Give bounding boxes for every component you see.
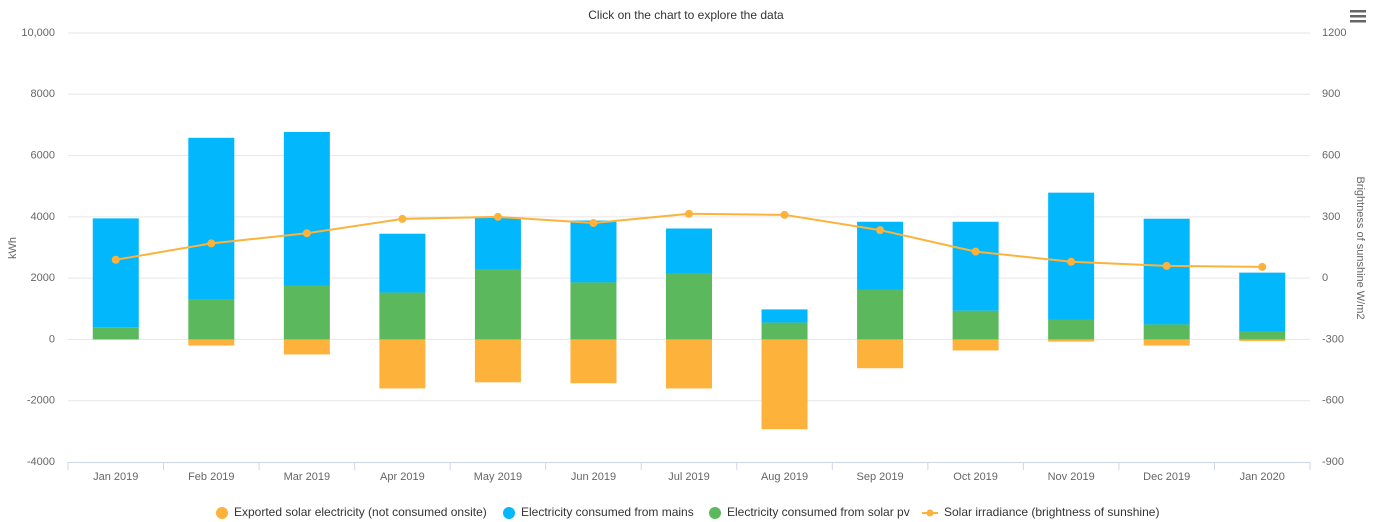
- legend-symbol: [503, 507, 515, 519]
- bar-segment: [1239, 339, 1286, 341]
- bar-segment: [666, 273, 712, 340]
- menu-button[interactable]: [1350, 10, 1366, 23]
- bar-segment: [283, 339, 330, 355]
- bar-segment: [761, 309, 808, 323]
- bar-segment: [666, 339, 712, 389]
- y2-tick-label: -600: [1322, 395, 1344, 407]
- x-tick-label: Nov 2019: [1048, 471, 1095, 483]
- x-tick-label: Jan 2020: [1240, 471, 1285, 483]
- y2-tick-label: -900: [1322, 456, 1344, 468]
- bar-segment: [570, 282, 617, 340]
- x-tick-label: Jan 2019: [93, 471, 138, 483]
- menu-bar: [1350, 10, 1366, 13]
- y-tick-label: 10,000: [21, 27, 55, 39]
- bar-segment: [857, 339, 904, 369]
- bar-segment: [188, 299, 235, 340]
- bar-segment: [379, 292, 426, 340]
- y2-tick-label: 0: [1322, 272, 1328, 284]
- y2-axis-title: Brightness of sunshine W/m2: [1354, 176, 1366, 319]
- line-point: [780, 210, 789, 219]
- bar-segment: [952, 310, 999, 340]
- line-point: [685, 209, 693, 218]
- line-point: [589, 218, 598, 227]
- x-tick-label: Jun 2019: [571, 471, 616, 483]
- line-point: [398, 214, 407, 223]
- bar-segment: [570, 339, 617, 384]
- bar-segment: [474, 339, 521, 383]
- bar-segment: [474, 217, 521, 270]
- y-tick-label: -4000: [27, 456, 55, 468]
- bar-segment: [952, 221, 999, 311]
- chart-title: Click on the chart to explore the data: [588, 8, 784, 22]
- menu-bar: [1350, 15, 1366, 18]
- bar-segment: [92, 327, 139, 340]
- bar-segment: [1143, 324, 1190, 340]
- legend-symbol: [216, 507, 228, 519]
- x-tick-label: Oct 2019: [953, 471, 998, 483]
- line-point: [207, 239, 216, 248]
- legend-label[interactable]: Electricity consumed from mains: [521, 505, 694, 519]
- line-point: [971, 247, 980, 256]
- x-tick-label: Feb 2019: [188, 471, 234, 483]
- bar-segment: [283, 131, 330, 286]
- bar-segment: [188, 137, 235, 300]
- legend-symbol: [709, 507, 721, 519]
- bar-segment: [92, 218, 139, 328]
- bar-segment: [952, 339, 999, 351]
- y-tick-label: -2000: [27, 395, 55, 407]
- line-point: [1067, 257, 1076, 266]
- bar-segment: [1143, 339, 1190, 346]
- bar-segment: [761, 322, 808, 340]
- x-tick-label: Sep 2019: [857, 471, 904, 483]
- legend-label[interactable]: Electricity consumed from solar pv: [727, 505, 910, 519]
- y-axis-title: kWh: [7, 237, 19, 259]
- y2-tick-label: -300: [1322, 333, 1344, 345]
- bar-segment: [379, 339, 426, 389]
- x-tick-label: Mar 2019: [284, 471, 330, 483]
- y2-tick-label: 300: [1322, 211, 1340, 223]
- bar-segment: [570, 220, 617, 283]
- bar-segment: [857, 289, 904, 340]
- y-tick-label: 6000: [31, 149, 55, 161]
- y2-tick-label: 900: [1322, 88, 1340, 100]
- bar-segment: [1048, 192, 1095, 320]
- line-point: [876, 226, 885, 235]
- menu-bar: [1350, 20, 1366, 23]
- x-tick-label: Aug 2019: [761, 471, 808, 483]
- line-point: [1258, 262, 1267, 271]
- line-point: [111, 255, 120, 264]
- bar-segment: [379, 233, 426, 293]
- line-point: [493, 212, 502, 221]
- bar-segment: [188, 339, 235, 346]
- legend-label[interactable]: Solar irradiance (brightness of sunshine…: [944, 505, 1159, 519]
- bar-segment: [1239, 272, 1286, 332]
- y2-tick-label: 1200: [1322, 27, 1346, 39]
- bar-segment: [1239, 331, 1286, 340]
- y2-tick-label: 600: [1322, 149, 1340, 161]
- legend-label[interactable]: Exported solar electricity (not consumed…: [234, 505, 487, 519]
- y-tick-label: 8000: [31, 88, 55, 100]
- bar-segment: [1143, 218, 1190, 325]
- bar-segment: [283, 285, 330, 340]
- bar-segment: [474, 269, 521, 340]
- y-tick-label: 2000: [31, 272, 55, 284]
- bar-segment: [1048, 339, 1095, 342]
- bar-segment: [666, 228, 712, 274]
- y-tick-label: 0: [49, 333, 55, 345]
- line-point: [302, 229, 311, 238]
- x-tick-label: Apr 2019: [380, 471, 425, 483]
- y-tick-label: 4000: [31, 211, 55, 223]
- x-tick-label: Jul 2019: [668, 471, 710, 483]
- bar-segment: [761, 339, 808, 430]
- bar-segment: [1048, 319, 1095, 340]
- x-tick-label: Dec 2019: [1143, 471, 1190, 483]
- legend-symbol: [926, 509, 934, 517]
- x-tick-label: May 2019: [474, 471, 522, 483]
- line-point: [1162, 261, 1171, 270]
